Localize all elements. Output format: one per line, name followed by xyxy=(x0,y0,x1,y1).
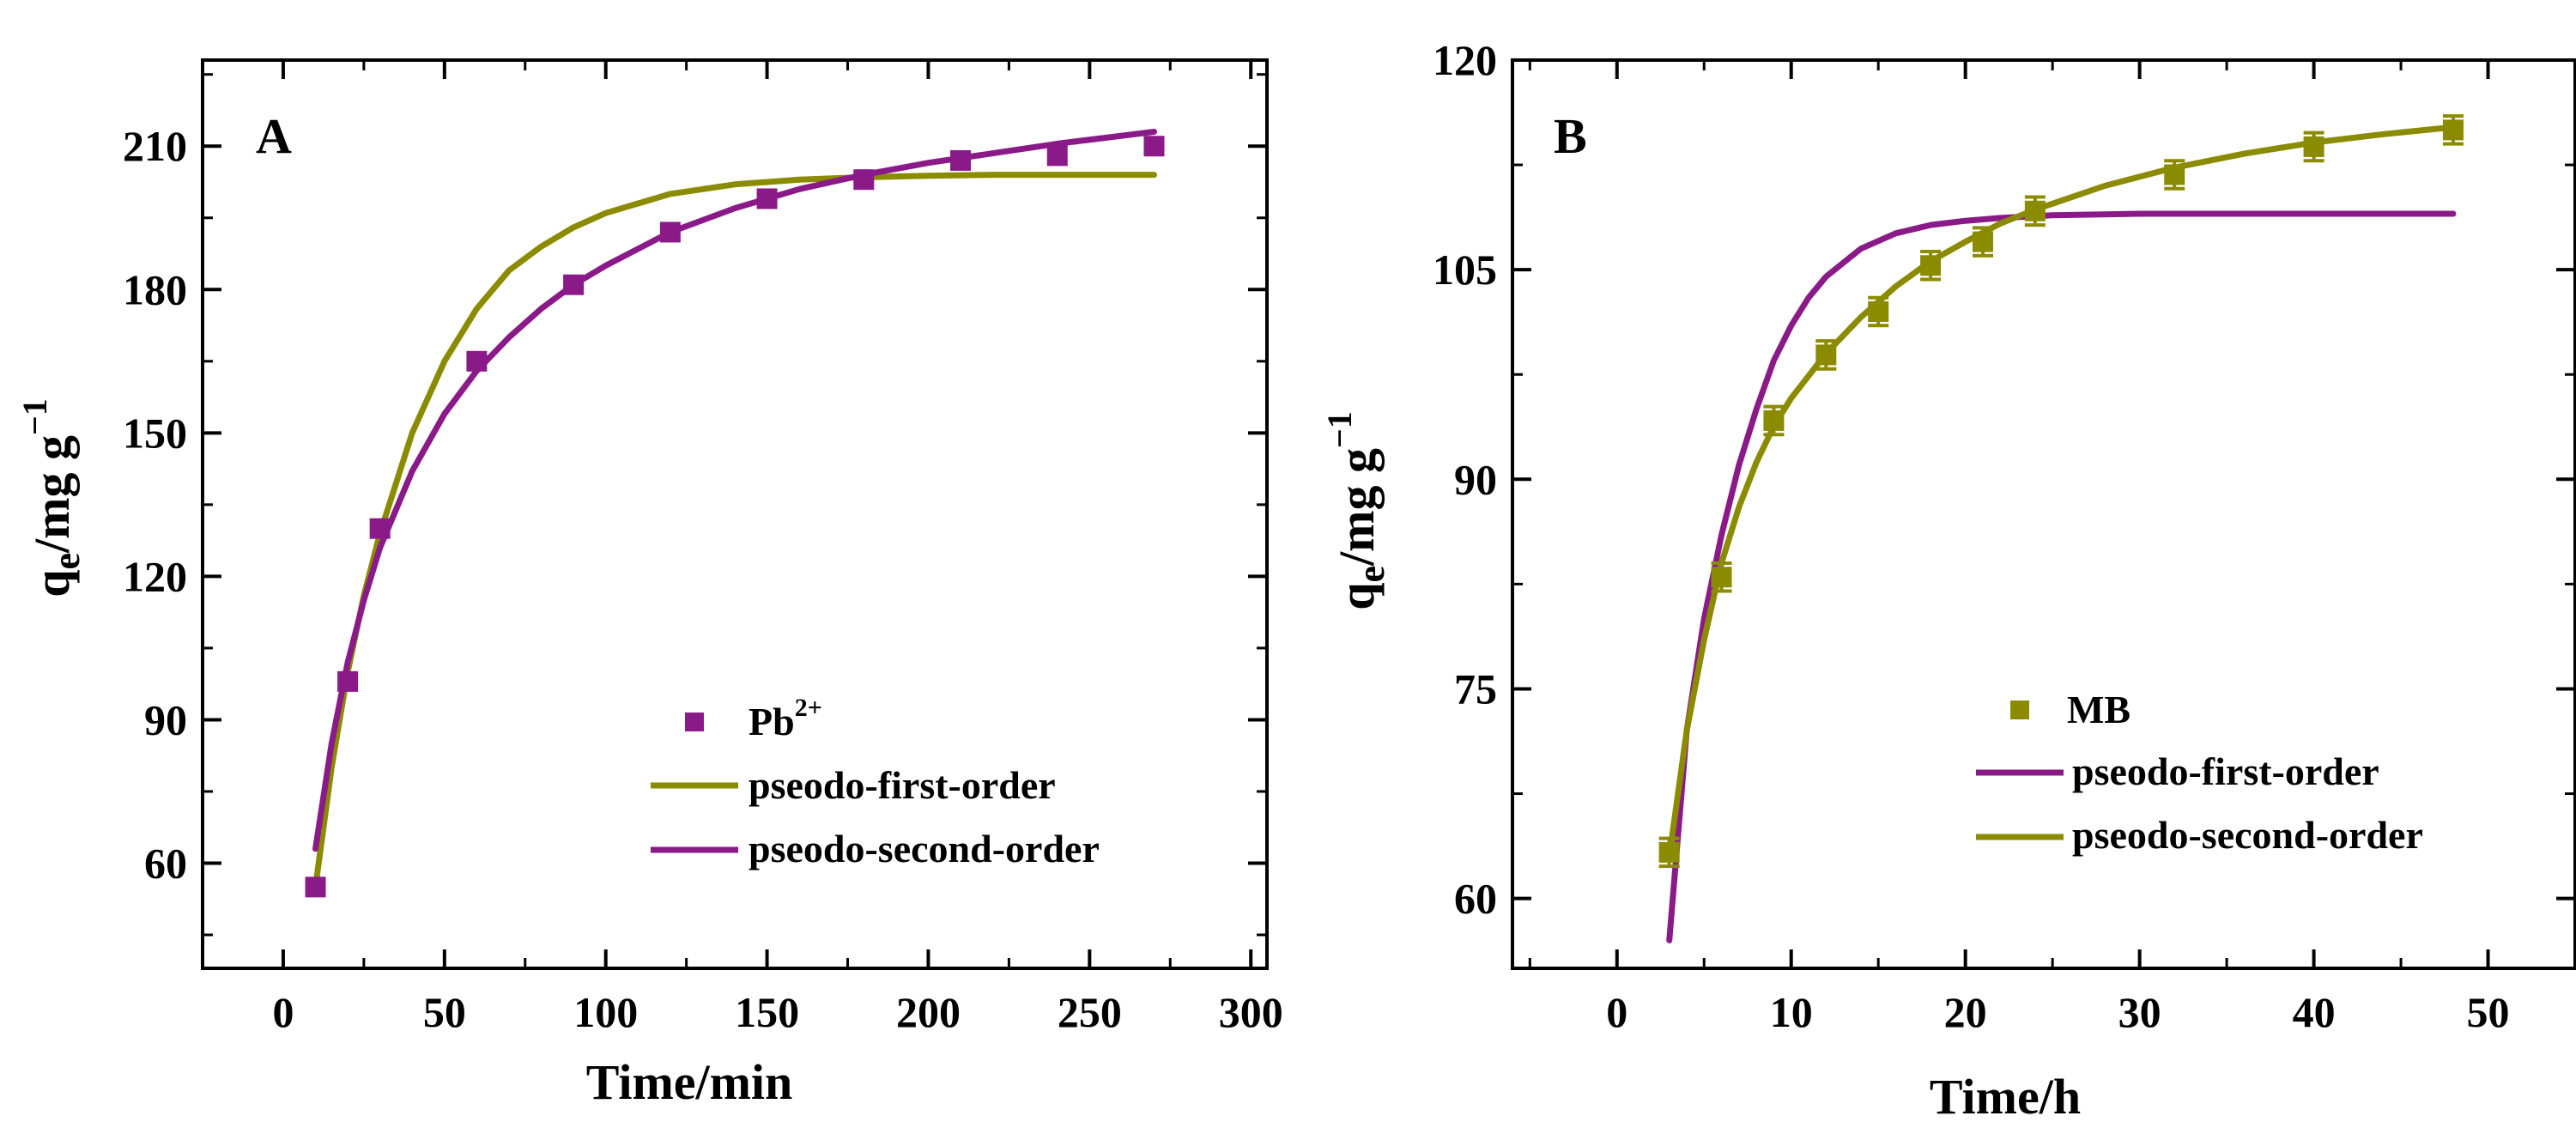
y-tick-label: 75 xyxy=(1454,664,1497,713)
y-axis-title-b: qe/mg g−1 xyxy=(1320,411,1392,610)
y-tick-label: 60 xyxy=(1454,875,1497,923)
data-point-mb xyxy=(2164,164,2185,185)
axes-b: 0 10 20 30 40 50 60 75 90 105 120 xyxy=(1433,36,2576,1036)
data-point-pb2- xyxy=(1143,136,1165,157)
panel-a: 0 50 100 150 200 250 300 60 90 120 150 180 210 A Tim… xyxy=(15,58,1283,1110)
data-point-mb xyxy=(1972,231,1993,252)
x-tick-label: 20 xyxy=(1944,988,1987,1036)
legend-label-pb: Pb2+ xyxy=(749,694,822,743)
y-tick-label: 150 xyxy=(123,409,187,457)
data-point-pb2- xyxy=(853,169,875,191)
x-tick-label: 50 xyxy=(423,988,466,1036)
legend-b: MB pseodo-first-order pseodo-second-orde… xyxy=(1976,688,2423,857)
y-tick-label: 90 xyxy=(1454,455,1497,503)
y-axis-title-a: qe/mg g−1 xyxy=(15,398,88,597)
plot-area-a xyxy=(305,129,1165,898)
x-tick-label: 10 xyxy=(1770,988,1813,1036)
y-tick-label: 210 xyxy=(123,122,187,170)
plot-frame-a xyxy=(201,58,1269,970)
panel-label-b: B xyxy=(1554,108,1587,164)
x-tick-label: 30 xyxy=(2118,988,2161,1036)
data-point-mb xyxy=(1868,300,1889,322)
data-point-pb2- xyxy=(563,274,585,295)
x-tick-label: 150 xyxy=(735,988,799,1036)
data-point-mb xyxy=(2303,136,2324,157)
x-tick-label: 0 xyxy=(272,988,294,1036)
legend-a: Pb2+ pseodo-first-order pseodo-second-or… xyxy=(651,694,1100,870)
data-point-mb xyxy=(2442,119,2464,141)
y-tick-label: 90 xyxy=(144,695,187,743)
x-tick-label: 50 xyxy=(2467,988,2510,1036)
y-tick-label: 120 xyxy=(123,552,187,600)
data-point-pb2- xyxy=(950,149,972,171)
data-point-pb2- xyxy=(337,670,359,692)
x-axis-title-b: Time/h xyxy=(1930,1069,2081,1125)
panel-b: 0 10 20 30 40 50 60 75 90 105 120 B Time/h qe/mg g… xyxy=(1320,36,2576,1125)
data-point-mb xyxy=(1658,841,1680,863)
plot-frame-b xyxy=(1511,58,2576,970)
data-point-pb2- xyxy=(466,350,488,372)
legend-label-first-order-a: pseodo-first-order xyxy=(749,763,1056,807)
x-tick-label: 40 xyxy=(2293,988,2336,1036)
x-tick-label: 200 xyxy=(896,988,961,1036)
data-point-pb2- xyxy=(305,876,326,898)
plot-area-b xyxy=(1658,114,2464,943)
series-line-pseodo-second-order-b xyxy=(1666,124,2457,860)
x-tick-label: 300 xyxy=(1219,988,1283,1036)
x-axis-title-a: Time/min xyxy=(586,1054,793,1110)
data-point-pb2- xyxy=(369,518,391,539)
data-point-pb2- xyxy=(659,221,681,243)
x-tick-label: 250 xyxy=(1058,988,1122,1036)
y-tick-label: 60 xyxy=(144,839,187,887)
data-point-mb xyxy=(1920,255,1942,276)
x-tick-label: 0 xyxy=(1606,988,1627,1036)
data-point-mb xyxy=(1711,567,1732,588)
data-point-mb xyxy=(1763,409,1785,431)
series-line-pseodo-first-order-b xyxy=(1666,210,2457,943)
data-point-pb2- xyxy=(1046,145,1068,167)
legend-label-mb: MB xyxy=(2067,688,2131,731)
data-point-mb xyxy=(2024,200,2046,221)
data-point-pb2- xyxy=(756,188,778,209)
legend-label-second-order-a: pseodo-second-order xyxy=(749,827,1100,870)
data-point-mb xyxy=(1815,344,1837,366)
y-tick-label: 180 xyxy=(123,265,187,313)
series-line-pseodo-second-order-a xyxy=(312,129,1157,852)
legend-label-first-order-b: pseodo-first-order xyxy=(2072,749,2379,793)
y-tick-label: 105 xyxy=(1433,246,1497,294)
y-tick-label: 120 xyxy=(1433,36,1497,84)
x-tick-label: 100 xyxy=(573,988,638,1036)
legend-marker-mb xyxy=(2010,700,2029,719)
legend-marker-pb xyxy=(685,713,704,731)
axes-a: 0 50 100 150 200 250 300 60 90 120 150 180 210 xyxy=(123,58,1283,1036)
panel-label-a: A xyxy=(256,108,292,164)
legend-label-second-order-b: pseodo-second-order xyxy=(2072,813,2423,857)
